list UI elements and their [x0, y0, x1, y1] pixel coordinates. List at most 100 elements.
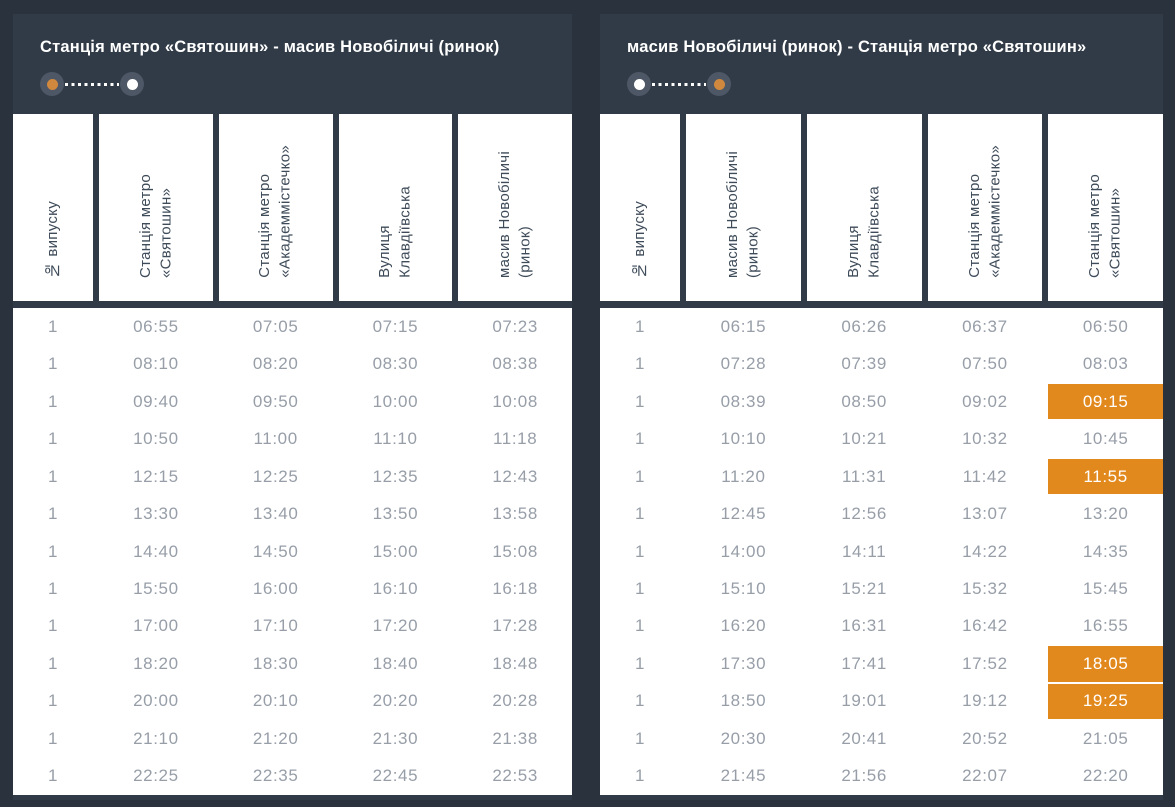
departure-time-cell: 06:37 — [962, 316, 1008, 336]
departure-time-cell: 22:07 — [962, 766, 1008, 786]
departure-time-cell: 17:52 — [962, 653, 1008, 673]
departure-time-cell: 16:18 — [492, 579, 538, 599]
departure-time-cell: 07:15 — [372, 316, 419, 336]
departure-time-cell: 08:30 — [372, 354, 419, 374]
departure-time-cell: 09:40 — [133, 391, 179, 411]
route-direction-indicator — [627, 72, 1163, 96]
departure-time-cell: 08:38 — [492, 354, 538, 374]
route-direction-indicator — [40, 72, 572, 96]
departure-time-cell: 11:31 — [841, 466, 887, 486]
departure-time-cell: 21:30 — [372, 728, 419, 748]
departure-time-cell: 22:53 — [492, 766, 538, 786]
timetable-row: 1 21:10 21:20 21:30 21:38 — [13, 720, 572, 757]
highlighted-departure-time-cell: 19:25 — [1048, 682, 1163, 721]
trip-number-cell: 1 — [47, 504, 59, 524]
column-header-stop: Вулиця Клавдіївська — [338, 114, 453, 301]
departure-time-cell: 16:00 — [252, 579, 299, 599]
trip-number-cell: 1 — [47, 616, 59, 636]
timetable: № випуску Станція метро «Святошин» Станція… — [13, 114, 572, 795]
trip-number-cell: 1 — [634, 466, 646, 486]
trip-number-cell: 1 — [634, 391, 646, 411]
timetable-panel-return: масив Новобіличі (ринок) - Станція метро… — [600, 14, 1163, 800]
departure-time-cell: 07:39 — [841, 354, 887, 374]
departure-time-cell: 11:10 — [373, 429, 418, 449]
departure-time-cell: 17:28 — [492, 616, 538, 636]
departure-time-cell: 14:00 — [720, 541, 767, 561]
timetable-row: 1 17:30 17:41 17:52 18:05 — [600, 645, 1163, 683]
departure-time-cell: 21:05 — [1082, 728, 1129, 748]
departure-time-cell: 11:20 — [721, 466, 766, 486]
departure-time-cell: 15:00 — [372, 541, 419, 561]
panel-title: масив Новобіличі (ринок) - Станція метро… — [627, 38, 1087, 56]
timetable-row: 1 11:20 11:31 11:42 11:55 — [600, 457, 1163, 496]
departure-time-cell: 12:15 — [133, 466, 179, 486]
trip-number-cell: 1 — [47, 541, 59, 561]
column-header-label: Вулиця Клавдіївська — [844, 186, 883, 278]
timetable-row: 1 20:30 20:41 20:52 21:05 — [600, 720, 1163, 757]
departure-time-cell: 22:35 — [252, 766, 299, 786]
timetable-row: 1 14:40 14:50 15:00 15:08 — [13, 533, 572, 570]
route-dotted-line-icon — [652, 82, 706, 86]
trip-number-cell: 1 — [634, 653, 646, 673]
departure-time-cell: 16:55 — [1082, 616, 1129, 636]
departure-time-cell: 07:23 — [492, 316, 538, 336]
departure-time-cell: 10:00 — [372, 391, 419, 411]
departure-time-cell: 20:52 — [962, 728, 1008, 748]
column-header-trip-number: № випуску — [600, 114, 680, 301]
highlighted-departure-time-cell: 18:05 — [1048, 645, 1163, 683]
route-end-icon — [120, 72, 144, 96]
timetable-row: 1 21:45 21:56 22:07 22:20 — [600, 758, 1163, 795]
column-header-stop: Станція метро «Академмістечко» — [218, 114, 333, 301]
departure-time-cell: 12:25 — [252, 466, 299, 486]
departure-time-cell: 07:05 — [252, 316, 299, 336]
timetable-row: 1 22:25 22:35 22:45 22:53 — [13, 758, 572, 795]
route-end-dot-icon — [126, 78, 138, 90]
timetable-panel-outbound: Станція метро «Святошин» - масив Новобіл… — [13, 14, 572, 800]
departure-time-cell: 22:45 — [372, 766, 419, 786]
departure-time-cell: 10:32 — [962, 429, 1008, 449]
departure-time-cell: 16:10 — [372, 579, 419, 599]
column-header-label: Станція метро «Академмістечко» — [965, 145, 1003, 278]
route-end-dot-icon — [713, 78, 725, 90]
column-header-stop: масив Новобіличі (ринок) — [458, 114, 572, 301]
trip-number-cell: 1 — [634, 766, 646, 786]
trip-number-cell: 1 — [47, 579, 59, 599]
timetable: № випуску масив Новобіличі (ринок) Вулиця … — [600, 114, 1163, 795]
departure-time-cell: 08:50 — [841, 391, 887, 411]
trip-number-cell: 1 — [634, 541, 646, 561]
column-header-label: Вулиця Клавдіївська — [376, 186, 414, 278]
timetable-row: 1 12:15 12:25 12:35 12:43 — [13, 458, 572, 495]
departure-time-cell: 15:21 — [841, 579, 887, 599]
timetable-row: 1 08:10 08:20 08:30 08:38 — [13, 345, 572, 382]
departure-time-cell: 16:31 — [841, 616, 887, 636]
departure-time-cell: 18:20 — [133, 653, 179, 673]
departure-time-cell: 10:50 — [133, 429, 179, 449]
timetable-row: 1 14:00 14:11 14:22 14:35 — [600, 533, 1163, 570]
departure-time-cell: 11:00 — [253, 429, 298, 449]
departure-time-cell: 13:58 — [492, 504, 538, 524]
trip-number-cell: 1 — [634, 728, 646, 748]
departure-time-cell: 17:30 — [720, 653, 767, 673]
trip-number-cell: 1 — [634, 691, 646, 711]
trip-number-cell: 1 — [634, 616, 646, 636]
departure-time-cell: 16:20 — [720, 616, 767, 636]
departure-time-cell: 13:30 — [133, 504, 179, 524]
route-dotted-line-icon — [65, 82, 119, 86]
timetable-row: 1 15:50 16:00 16:10 16:18 — [13, 570, 572, 607]
departure-time-cell: 06:55 — [133, 316, 179, 336]
departure-time-cell: 11:42 — [962, 466, 1008, 486]
departure-time-cell: 19:12 — [962, 691, 1008, 711]
timetable-row: 1 17:00 17:10 17:20 17:28 — [13, 608, 572, 645]
trip-number-cell: 1 — [47, 354, 59, 374]
column-header-stop: масив Новобіличі (ринок) — [686, 114, 801, 301]
timetable-row: 1 06:55 07:05 07:15 07:23 — [13, 308, 572, 345]
route-start-icon — [627, 72, 651, 96]
departure-time-cell: 09:02 — [962, 391, 1008, 411]
departure-time-cell: 14:11 — [841, 541, 887, 561]
departure-time-cell: 08:10 — [133, 354, 179, 374]
departure-time-cell: 20:30 — [720, 728, 767, 748]
departure-time-cell: 17:10 — [252, 616, 299, 636]
trip-number-cell: 1 — [634, 504, 646, 524]
departure-time-cell: 20:20 — [372, 691, 419, 711]
timetable-row: 1 20:00 20:10 20:20 20:28 — [13, 683, 572, 720]
